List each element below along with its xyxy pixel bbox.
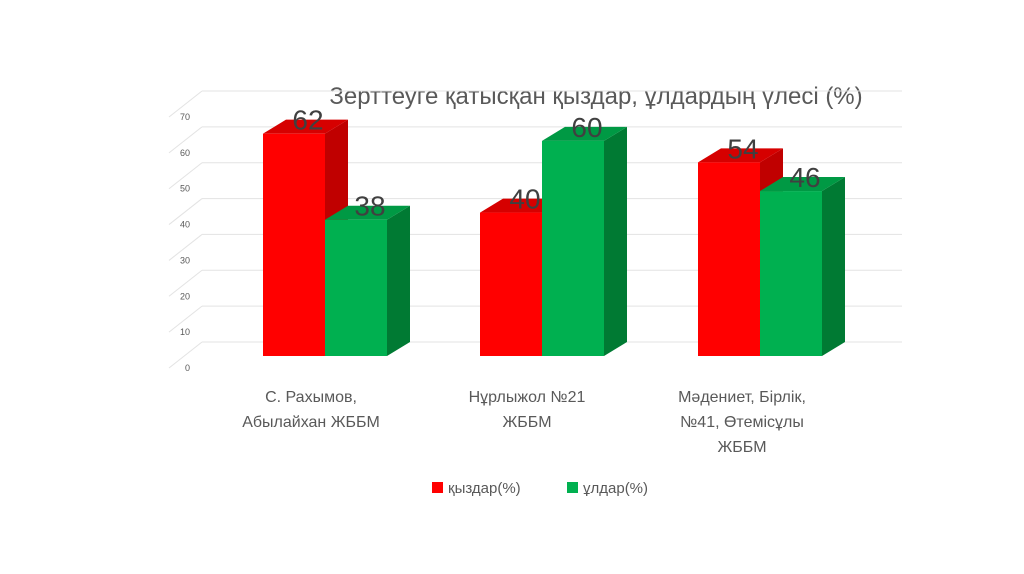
bar-front	[698, 162, 760, 356]
data-label: 60	[571, 112, 602, 143]
y-tick-label: 0	[185, 363, 190, 373]
y-tick-label: 50	[180, 184, 190, 194]
gridline-depth	[168, 341, 203, 369]
legend-item: ұлдар(%)	[567, 480, 648, 497]
legend-item: қыздар(%)	[432, 480, 521, 497]
data-label: 62	[292, 105, 323, 136]
bar-side	[604, 126, 627, 356]
y-tick-label: 20	[180, 291, 190, 301]
bar-front	[542, 140, 604, 356]
data-labels: 62 38 40 60 54 46	[292, 105, 820, 222]
gridline-depth	[168, 269, 203, 297]
category-label: Мәдениет, Бірлік, №41, Өтемісұлы ЖББМ	[678, 389, 806, 456]
gridline-depth	[168, 162, 203, 190]
bar-top	[542, 126, 627, 141]
chart-bars	[263, 119, 845, 356]
x-axis-labels: С. Рахымов, Абылайхан ЖББМ Нұрлыжол №21 ЖББ…	[242, 389, 806, 456]
y-axis-ticks: 0 10 20 30 40 50 60 70	[180, 112, 190, 373]
legend-label: қыздар(%)	[448, 480, 521, 497]
gridline-depth	[168, 234, 203, 261]
gridline-depth	[168, 198, 203, 225]
y-tick-label: 10	[180, 327, 190, 337]
bar-side	[387, 205, 410, 356]
y-tick-label: 60	[180, 148, 190, 158]
gridline-depth	[168, 126, 203, 154]
legend-swatch	[432, 482, 443, 493]
bar-top	[325, 205, 410, 220]
bar-front	[480, 212, 542, 356]
data-label: 46	[789, 162, 820, 193]
bar	[325, 205, 410, 356]
bar-top	[760, 177, 845, 192]
bar-top	[263, 119, 348, 134]
gridline-depth	[168, 90, 203, 118]
chart-legend: қыздар(%) ұлдар(%)	[432, 480, 648, 497]
y-tick-label: 30	[180, 255, 190, 265]
data-label: 54	[727, 133, 758, 164]
bar-front	[263, 133, 325, 356]
bar-front	[325, 219, 387, 356]
bar-front	[760, 191, 822, 356]
legend-swatch	[567, 482, 578, 493]
bar	[760, 177, 845, 356]
gridline-depth	[168, 305, 203, 333]
y-tick-label: 40	[180, 220, 190, 230]
y-tick-label: 70	[180, 112, 190, 122]
bar-side	[822, 177, 845, 356]
category-label: Нұрлыжол №21 ЖББМ	[469, 389, 586, 431]
data-label: 40	[509, 184, 540, 215]
chart-title: Зерттеуге қатысқан қыздар, ұлдардың үлес…	[329, 83, 862, 110]
category-label: С. Рахымов, Абылайхан ЖББМ	[242, 389, 380, 431]
bar-top	[698, 148, 783, 163]
data-label: 38	[354, 191, 385, 222]
bar	[542, 126, 627, 356]
legend-label: ұлдар(%)	[583, 480, 648, 497]
